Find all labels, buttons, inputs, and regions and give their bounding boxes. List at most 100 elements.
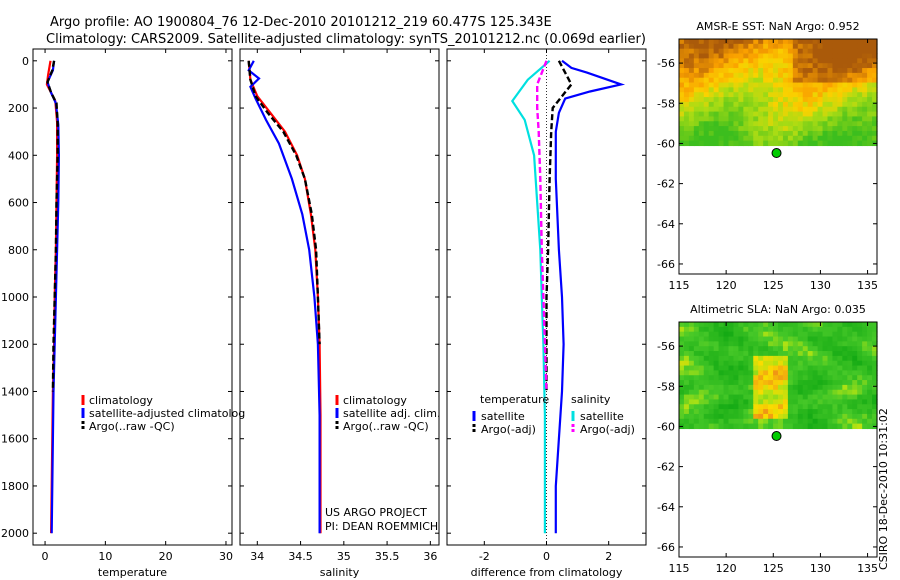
- sst_map-cell: [718, 121, 725, 127]
- sla_map-cell: [703, 341, 710, 347]
- sla_map-cell: [718, 341, 725, 347]
- sla_map-cell: [679, 360, 685, 367]
- sla_map-cell: [812, 413, 819, 420]
- sla_map-cell: [763, 375, 769, 381]
- sla_map-cell: [753, 399, 759, 405]
- sla_map-cell: [832, 326, 838, 333]
- sst_map-cell: [683, 106, 690, 113]
- sst_map-cell: [693, 48, 700, 55]
- sst_map-cell: [679, 63, 685, 69]
- sla_map-cell: [827, 326, 834, 333]
- sst_map-cell: [867, 97, 873, 103]
- sst_map-cell: [698, 92, 705, 98]
- sst_map-cell: [693, 63, 700, 69]
- sla_map-cell: [753, 326, 759, 333]
- sla_map-cell: [718, 351, 725, 357]
- sst_map-ytick-label: -66: [657, 258, 675, 271]
- salinity-legend-label: satellite adj. clim.: [343, 407, 440, 420]
- sst_map-cell: [787, 130, 794, 137]
- sla_map-cell: [753, 346, 759, 352]
- sst_map-cell: [792, 97, 799, 103]
- sst_map-cell: [773, 130, 779, 137]
- sst_map-cell: [822, 130, 829, 137]
- sst_map-cell: [837, 72, 843, 79]
- sla_map-cell: [693, 326, 700, 333]
- sla_map-cell: [827, 409, 834, 415]
- sla_map-cell: [698, 404, 705, 410]
- sst_map-cell: [778, 63, 784, 69]
- sla_map-cell: [679, 336, 685, 342]
- sst_map-cell: [763, 72, 769, 79]
- sst_map-cell: [758, 116, 764, 122]
- sla_map-cell: [792, 346, 799, 352]
- sla_map-cell: [837, 418, 843, 425]
- sst_map-cell: [827, 77, 834, 84]
- sla_map-cell: [688, 365, 695, 371]
- sla_map-cell: [837, 331, 843, 338]
- y-tick-label: 1200: [1, 338, 29, 351]
- sla_map-cell: [797, 351, 804, 357]
- sla_map-cell: [778, 331, 784, 338]
- sla_map-cell: [862, 413, 868, 420]
- sla_map-cell: [832, 399, 838, 405]
- sla_map-cell: [847, 394, 853, 401]
- sla_map-cell: [768, 384, 774, 391]
- sla_map-cell: [857, 418, 863, 425]
- sla_map-cell: [693, 322, 700, 328]
- sst_map-cell: [733, 101, 739, 108]
- sla_map-cell: [778, 351, 784, 357]
- sla_map-ytick-label: -66: [657, 541, 675, 554]
- sla_map-cell: [847, 423, 853, 430]
- sla_map-cell: [743, 413, 749, 420]
- sla_map-cell: [738, 380, 744, 386]
- sla_map-cell: [728, 346, 735, 352]
- sla_map-cell: [683, 423, 690, 430]
- sst_map-cell: [768, 43, 774, 50]
- sla_map-cell: [817, 413, 824, 420]
- sla_map-cell: [812, 418, 819, 425]
- sst_map-cell: [698, 116, 705, 122]
- sst-map: AMSR-E SST: NaN Argo: 0.952-56-58-60-62-…: [657, 20, 878, 292]
- sla_map-cell: [763, 351, 769, 357]
- sla_map-cell: [857, 423, 863, 430]
- sst_map-title: AMSR-E SST: NaN Argo: 0.952: [696, 20, 859, 33]
- sla_map-cell: [778, 360, 784, 367]
- sst_map-cell: [842, 121, 848, 127]
- sst_map-cell: [867, 48, 873, 55]
- sst_map-cell: [852, 97, 858, 103]
- sst_map-cell: [718, 87, 725, 93]
- sla_map-cell: [787, 346, 794, 352]
- sst_map-cell: [688, 116, 695, 122]
- sla_map-cell: [708, 351, 715, 357]
- sst_map-cell: [832, 101, 838, 108]
- sla_map-cell: [703, 370, 710, 376]
- sst_map-cell: [758, 82, 764, 88]
- sst_map-cell: [862, 116, 868, 122]
- sst_map-cell: [748, 116, 754, 122]
- sla_map-cell: [698, 365, 705, 371]
- sst_map-cell: [693, 140, 700, 147]
- sst_map-xtick-label: 130: [810, 279, 831, 292]
- sla_map-cell: [763, 399, 769, 405]
- sla_map-cell: [807, 384, 814, 391]
- sla_map-cell: [802, 409, 809, 415]
- sst_map-cell: [862, 77, 868, 84]
- sla_map-cell: [817, 370, 824, 376]
- salinity-xlabel: salinity: [320, 566, 360, 579]
- sst_map-cell: [847, 82, 853, 88]
- sla_map-cell: [733, 336, 739, 342]
- sst_map-cell: [728, 87, 735, 93]
- sla_map-cell: [758, 346, 764, 352]
- sst_map-cell: [713, 72, 720, 79]
- sst_map-cell: [817, 97, 824, 103]
- sst_map-cell: [688, 58, 695, 64]
- sla_map-cell: [787, 399, 794, 405]
- sst_map-cell: [679, 135, 685, 142]
- sst_map-cell: [723, 130, 730, 137]
- sst_map-cell: [683, 39, 690, 45]
- sla_map-cell: [847, 413, 853, 420]
- sla_map-cell: [743, 389, 749, 396]
- sst_map-cell: [797, 140, 804, 147]
- sla_map-cell: [763, 326, 769, 333]
- sst_map-cell: [753, 63, 759, 69]
